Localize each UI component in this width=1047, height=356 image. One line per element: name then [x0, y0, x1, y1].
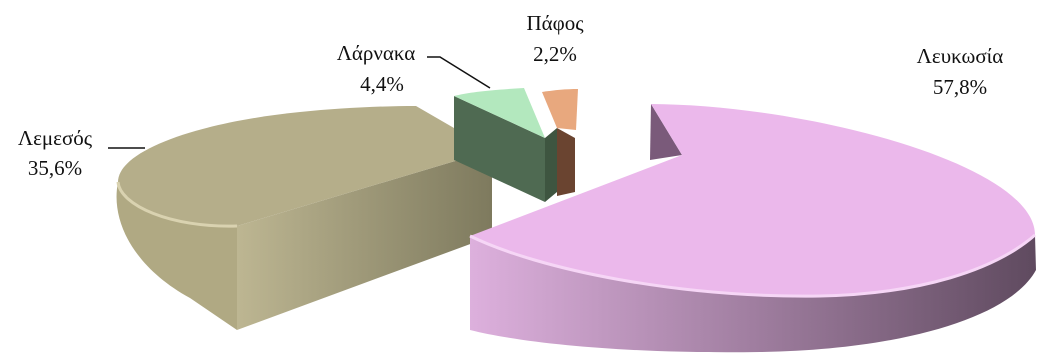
- slice-larnaka-top: [454, 88, 545, 138]
- slice-lemesos-side: [116, 182, 237, 330]
- label-lemesos-name: Λεμεσός: [18, 126, 93, 150]
- slice-lemesos-top: [118, 106, 492, 227]
- slice-lefkosia-rim: [469, 233, 1036, 298]
- slice-larnaka-cut: [454, 96, 545, 202]
- label-pafos-name: Πάφος: [526, 11, 584, 35]
- slice-lemesos-rim: [116, 181, 238, 228]
- slice-lefkosia-cut: [650, 104, 682, 160]
- label-pafos-value: 2,2%: [533, 42, 577, 66]
- slice-pafos-cut: [557, 128, 575, 196]
- slice-larnaka: [454, 88, 557, 202]
- slice-lemesos: [116, 106, 492, 330]
- label-lemesos-value: 35,6%: [28, 156, 82, 180]
- slice-lefkosia-top: [470, 104, 1035, 297]
- slice-pafos-top: [542, 89, 578, 130]
- slice-lemesos-cut: [237, 150, 492, 330]
- label-larnaka-value: 4,4%: [360, 72, 404, 96]
- leader-line-larnaka: [427, 56, 491, 89]
- label-larnaka-name: Λάρνακα: [337, 41, 416, 65]
- slice-lefkosia-front: [470, 235, 1036, 353]
- label-lefkosia-name: Λευκωσία: [917, 44, 1004, 68]
- label-lefkosia-value: 57,8%: [933, 75, 987, 99]
- slice-pafos: [542, 89, 578, 196]
- slice-lefkosia: [469, 104, 1036, 353]
- slice-larnaka-cut2: [545, 128, 557, 202]
